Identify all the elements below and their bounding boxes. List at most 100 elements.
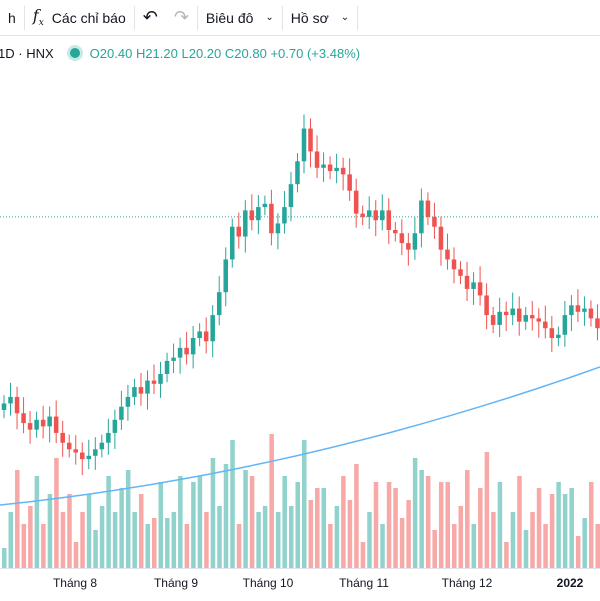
volume-bar bbox=[478, 488, 483, 568]
volume-bar bbox=[523, 530, 529, 568]
volume-bar bbox=[549, 494, 555, 568]
toolbar-divider bbox=[23, 5, 25, 30]
candle-body bbox=[295, 161, 300, 185]
volume-bar bbox=[328, 524, 333, 568]
indicators-label: Các chỉ báo bbox=[51, 9, 126, 26]
volume-bar bbox=[158, 482, 164, 568]
volume-bar bbox=[373, 482, 379, 568]
volume-bar bbox=[125, 470, 131, 568]
chart-type-button[interactable]: Biêu đô ⌄ bbox=[198, 0, 282, 36]
volume-bar bbox=[393, 488, 398, 568]
volume-bar bbox=[86, 494, 92, 568]
exchange-label: HNX bbox=[26, 45, 54, 61]
legend-separator: · bbox=[14, 45, 27, 61]
fx-icon: fx bbox=[32, 6, 44, 29]
candle-body bbox=[282, 207, 287, 224]
volume-bar bbox=[341, 476, 346, 568]
volume-bar bbox=[380, 524, 385, 568]
candle-body bbox=[66, 442, 72, 450]
cut-off-button[interactable]: h bbox=[0, 0, 24, 36]
candle-body bbox=[432, 216, 437, 227]
volume-bar bbox=[99, 506, 105, 568]
candle-body bbox=[458, 269, 463, 276]
candle-body bbox=[543, 321, 548, 329]
volume-bar bbox=[73, 542, 79, 568]
candle-body bbox=[399, 233, 405, 244]
candle-body bbox=[412, 233, 418, 250]
toolbar-divider bbox=[281, 5, 283, 30]
price-chart[interactable] bbox=[0, 62, 600, 568]
candle-body bbox=[425, 200, 431, 217]
volume-bar bbox=[334, 506, 340, 568]
volume-bar bbox=[152, 518, 157, 568]
volume-bar bbox=[112, 512, 118, 568]
volume-bar bbox=[425, 476, 431, 568]
volume-bar bbox=[406, 500, 411, 568]
volume-bar bbox=[93, 530, 98, 568]
volume-bar bbox=[8, 512, 14, 568]
volume-bar bbox=[243, 470, 248, 568]
profile-button[interactable]: Hồ sơ ⌄ bbox=[283, 0, 357, 36]
volume-bar bbox=[556, 482, 561, 568]
volume-bar bbox=[178, 476, 183, 568]
candle-body bbox=[112, 419, 118, 433]
volume-bar bbox=[41, 524, 46, 568]
volume-bar bbox=[34, 476, 40, 568]
volume-bar bbox=[184, 524, 190, 568]
candle-body bbox=[203, 331, 209, 342]
volume-bar bbox=[458, 506, 464, 568]
indicators-button[interactable]: fx Các chỉ báo bbox=[25, 0, 134, 36]
candle-body bbox=[53, 416, 59, 433]
candle-body bbox=[216, 292, 222, 316]
volume-bar bbox=[269, 434, 274, 568]
candle-body bbox=[21, 413, 26, 424]
volume-bar bbox=[419, 470, 424, 568]
candle-body bbox=[406, 243, 411, 250]
candle-body bbox=[353, 190, 359, 214]
candle-body bbox=[582, 308, 587, 312]
volume-bar bbox=[2, 548, 7, 568]
candle-body bbox=[445, 249, 450, 260]
candle-body bbox=[132, 387, 137, 397]
candle-body bbox=[47, 416, 52, 427]
volume-bar bbox=[504, 542, 509, 568]
candle-body bbox=[145, 380, 150, 394]
interval-label: 1D bbox=[0, 45, 15, 61]
candle-body bbox=[230, 226, 235, 260]
volume-bar bbox=[60, 512, 66, 568]
toolbar-divider bbox=[133, 5, 135, 30]
candle-body bbox=[86, 455, 92, 460]
volume-bar bbox=[491, 512, 496, 568]
volume-bar bbox=[497, 482, 503, 568]
volume-bar bbox=[21, 524, 27, 568]
candle-body bbox=[210, 315, 215, 342]
volume-bar bbox=[438, 482, 444, 568]
candle-body bbox=[8, 396, 13, 404]
volume-bar bbox=[119, 488, 124, 568]
candle-body bbox=[595, 318, 600, 329]
volume-bar bbox=[132, 512, 137, 568]
chevron-down-icon: ⌄ bbox=[340, 12, 350, 23]
redo-button[interactable]: ↷ bbox=[166, 0, 197, 36]
candle-body bbox=[536, 318, 542, 322]
candle-body bbox=[177, 347, 183, 358]
candle-body bbox=[138, 387, 144, 394]
candle-body bbox=[366, 210, 372, 217]
candle-body bbox=[27, 423, 33, 430]
candle-body bbox=[347, 174, 352, 191]
volume-bar bbox=[138, 494, 144, 568]
volume-bar bbox=[217, 506, 222, 568]
volume-bar bbox=[282, 476, 287, 568]
volume-bar bbox=[347, 500, 353, 568]
volume-bar bbox=[432, 530, 437, 568]
high-value: 21.20 bbox=[145, 45, 178, 61]
candle-body bbox=[158, 374, 163, 384]
volume-bar bbox=[412, 458, 418, 568]
volume-bar bbox=[569, 488, 574, 568]
volume-bar bbox=[288, 506, 294, 568]
candle-body bbox=[497, 311, 502, 325]
undo-button[interactable]: ↶ bbox=[135, 0, 166, 36]
candle-body bbox=[523, 315, 528, 322]
volume-bar bbox=[67, 494, 72, 568]
candle-body bbox=[249, 210, 255, 221]
